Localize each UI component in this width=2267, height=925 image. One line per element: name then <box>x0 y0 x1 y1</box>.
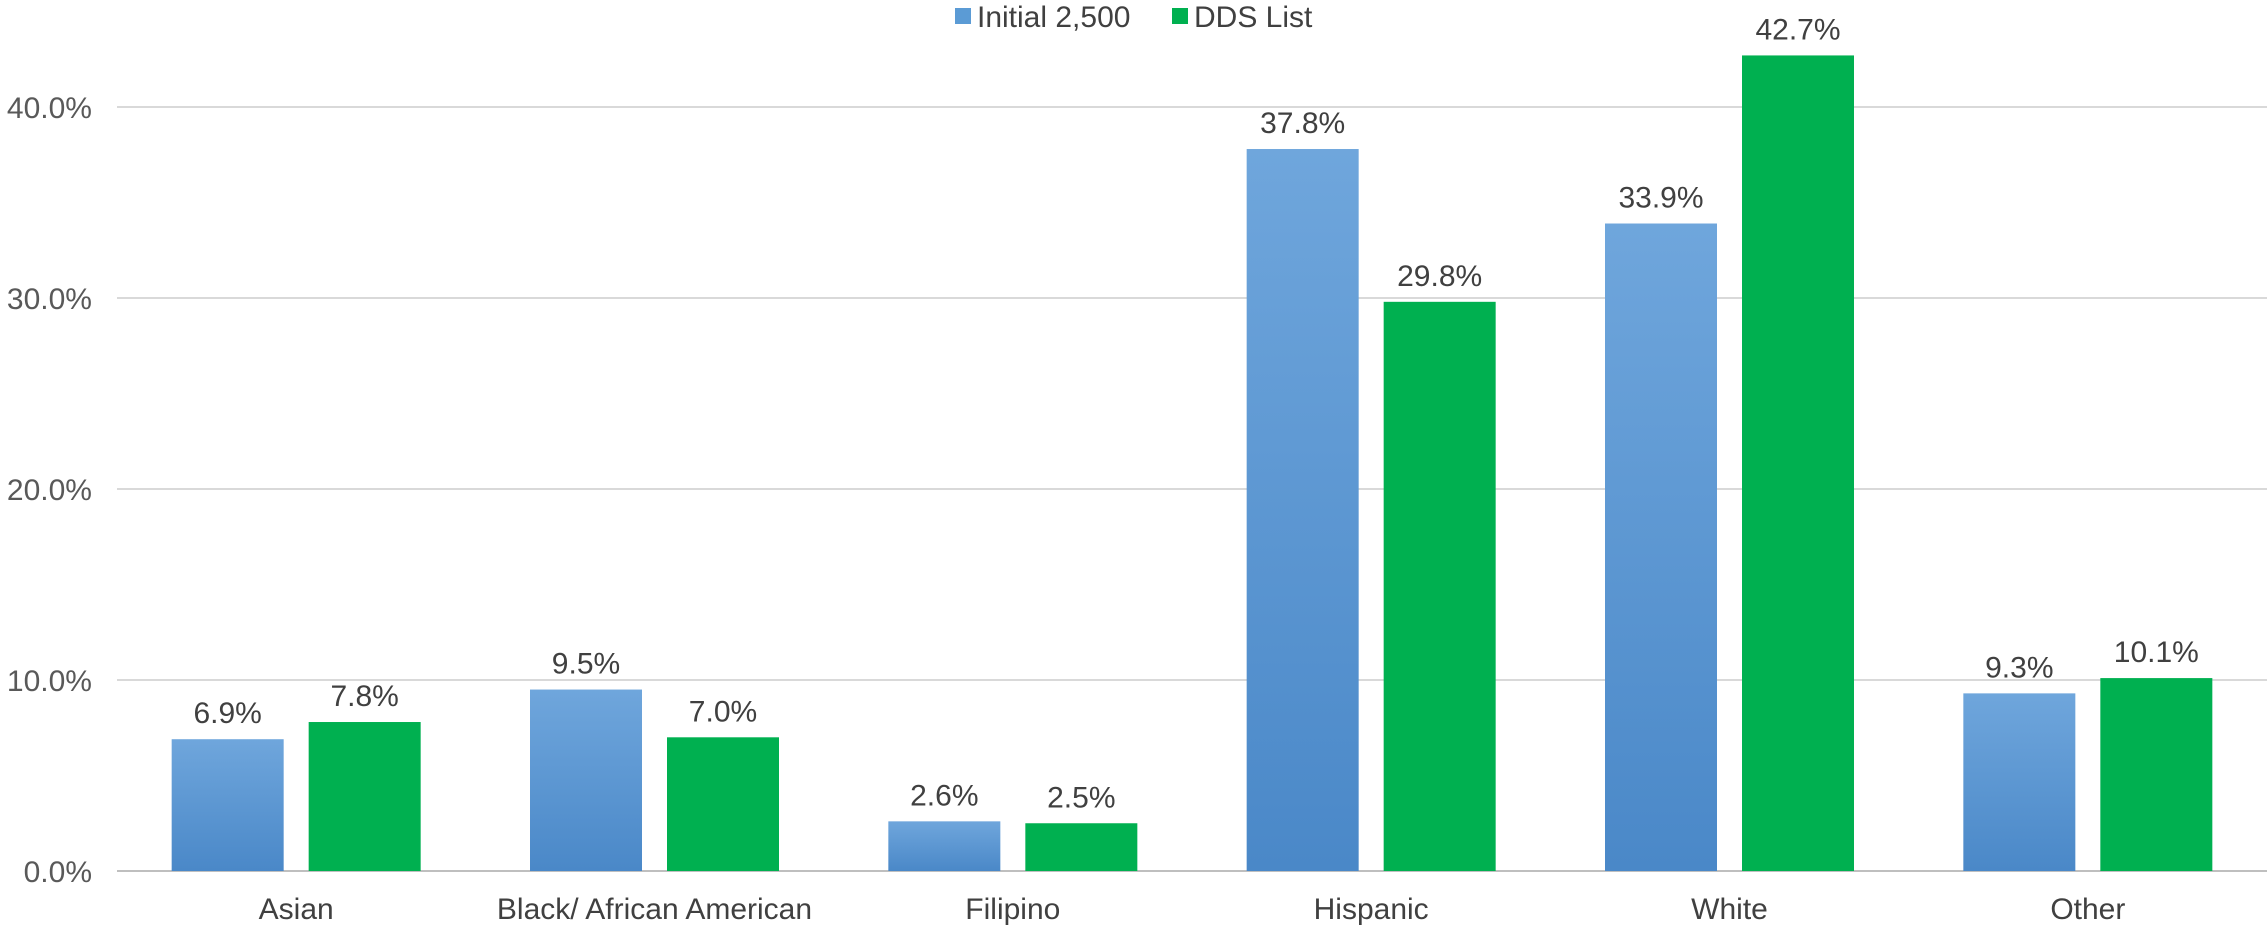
x-category-label: Filipino <box>965 893 1060 925</box>
y-tick-label: 40.0% <box>7 92 92 125</box>
x-category-label: Other <box>2050 893 2125 925</box>
bar-initial-2-500-asian <box>171 739 284 871</box>
y-axis-ticks: 0.0% 10.0% 20.0% 30.0% 40.0% <box>7 92 92 889</box>
gridlines <box>117 106 2267 872</box>
x-category-label: Black/ African American <box>497 893 812 925</box>
bar-initial-2-500-white <box>1605 223 1717 871</box>
bar-dds-list-white <box>1742 55 1854 872</box>
y-tick-label: 20.0% <box>7 474 92 507</box>
bar-initial-2-500-black-african-american <box>530 689 642 871</box>
y-tick-label: 30.0% <box>7 283 92 316</box>
legend-swatch-dds-list <box>1172 8 1188 24</box>
bar-dds-list-filipino <box>1025 823 1138 871</box>
data-label: 9.3% <box>1985 651 2053 684</box>
bar-initial-2-500-other <box>1963 693 2076 871</box>
data-label: 33.9% <box>1618 182 1703 215</box>
data-label: 42.7% <box>1755 13 1840 46</box>
legend-label-dds-list: DDS List <box>1194 1 1313 34</box>
y-tick-label: 10.0% <box>7 665 92 698</box>
bar-dds-list-hispanic <box>1383 301 1496 871</box>
legend: Initial 2,500 DDS List <box>955 1 1313 34</box>
bar-initial-2-500-hispanic <box>1246 149 1359 871</box>
bars: 6.9% 7.8% 9.5% 7.0% 2.6% 2.5% 37.8% 29.8% 33.9% 4… <box>171 13 2213 872</box>
bar-initial-2-500-filipino <box>888 821 1001 871</box>
data-label: 10.1% <box>2114 636 2199 669</box>
data-label: 29.8% <box>1397 260 1482 293</box>
legend-label-initial-2-500: Initial 2,500 <box>977 1 1130 34</box>
data-label: 2.6% <box>910 779 978 812</box>
x-category-label: Asian <box>259 893 334 925</box>
y-tick-label: 0.0% <box>24 856 92 889</box>
bar-dds-list-asian <box>308 722 421 871</box>
x-axis-categories: Asian Black/ African American Filipino Hisp… <box>259 893 2126 925</box>
bar-dds-list-black-african-american <box>667 737 779 871</box>
data-label: 2.5% <box>1047 781 1115 814</box>
data-label: 6.9% <box>193 697 261 730</box>
data-label: 7.0% <box>689 695 757 728</box>
x-category-label: Hispanic <box>1314 893 1429 925</box>
data-label: 7.8% <box>330 680 398 713</box>
bar-dds-list-other <box>2100 678 2213 871</box>
data-label: 9.5% <box>552 648 620 681</box>
data-label: 37.8% <box>1260 107 1345 140</box>
legend-swatch-initial-2-500 <box>955 8 971 24</box>
x-category-label: White <box>1691 893 1768 925</box>
